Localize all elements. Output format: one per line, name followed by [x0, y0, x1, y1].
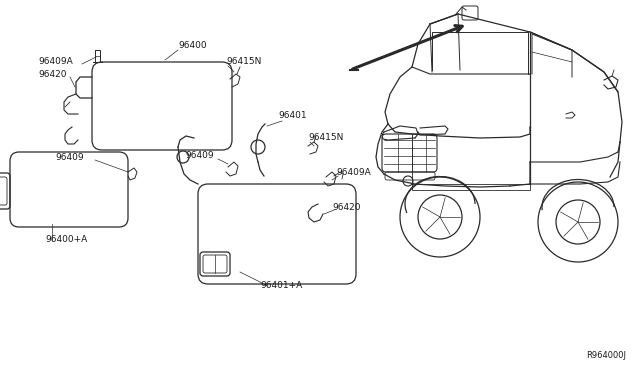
Text: 96401: 96401 [278, 111, 307, 120]
Text: 96409: 96409 [55, 153, 84, 162]
Text: 96415N: 96415N [226, 57, 261, 66]
Text: 96409: 96409 [185, 151, 214, 160]
Text: R964000J: R964000J [586, 351, 626, 360]
Text: 96400+A: 96400+A [45, 235, 87, 244]
Text: 96409A: 96409A [38, 57, 73, 66]
Text: 96409A: 96409A [336, 168, 371, 177]
Text: 96401+A: 96401+A [260, 281, 302, 290]
Text: 96420: 96420 [332, 203, 360, 212]
Text: 96420: 96420 [38, 70, 67, 79]
Text: 96415N: 96415N [308, 133, 344, 142]
Text: 96400: 96400 [178, 41, 207, 50]
